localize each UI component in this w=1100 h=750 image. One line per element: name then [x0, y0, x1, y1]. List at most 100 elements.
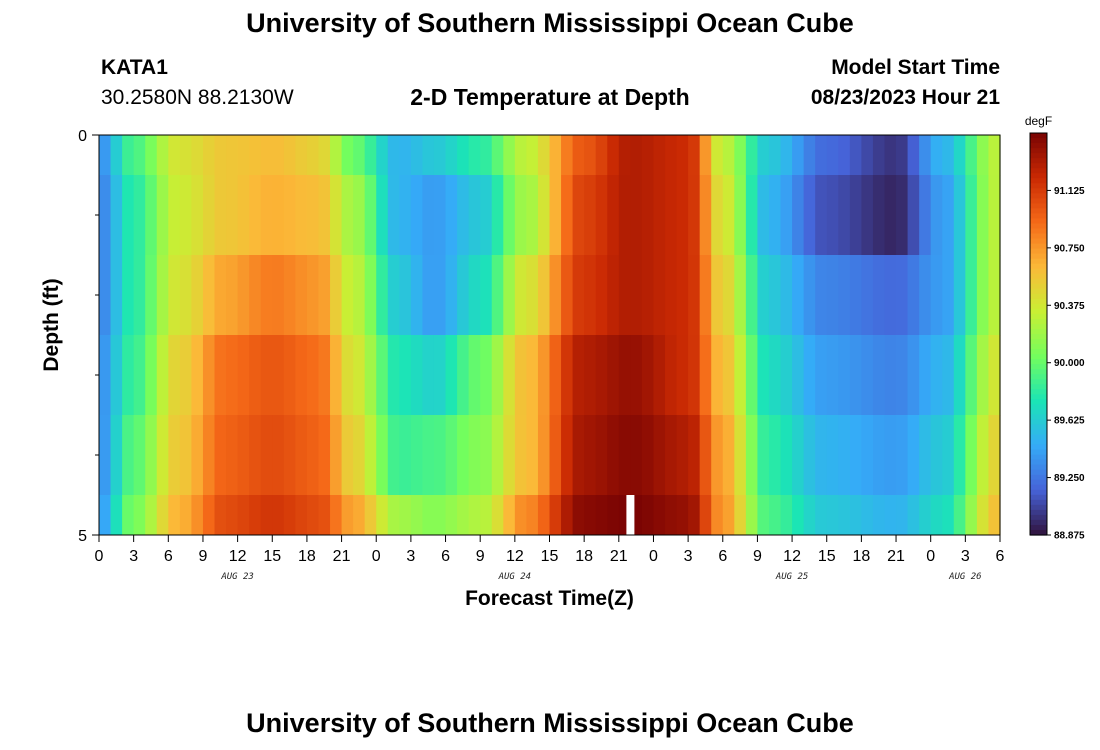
heatmap-cell: [318, 255, 331, 336]
x-tick-label: 12: [506, 548, 524, 565]
heatmap-cell: [803, 135, 816, 176]
heatmap-cell: [942, 415, 955, 496]
heatmap-cell: [514, 135, 527, 176]
heatmap-cell: [676, 495, 689, 536]
colorbar-segment: [1030, 253, 1047, 260]
heatmap-cell: [907, 135, 920, 176]
temperature-depth-chart: 0 3 6 9 12 15 18 21 0 3 6 9 12 15 18 21 0 3 6 9 12 15 18 21 0 3 6 A…: [40, 114, 1085, 610]
heatmap-cell: [272, 175, 285, 256]
heatmap-cell: [260, 175, 273, 256]
heatmap-cell: [711, 495, 724, 536]
heatmap-cell: [722, 335, 735, 416]
heatmap-cell: [780, 255, 793, 336]
heatmap-cell: [272, 495, 285, 536]
heatmap-cell: [861, 335, 874, 416]
colorbar-segment: [1030, 208, 1047, 215]
heatmap-cell: [688, 175, 701, 256]
date-label: AUG 24: [498, 572, 532, 582]
x-tick-label: 18: [575, 548, 593, 565]
heatmap-cell: [907, 175, 920, 256]
heatmap-cell: [665, 335, 678, 416]
heatmap-cell: [526, 415, 539, 496]
heatmap-cell: [826, 175, 839, 256]
heatmap-cell: [896, 135, 909, 176]
heatmap-cell: [99, 175, 112, 256]
colorbar-segment: [1030, 424, 1047, 431]
colorbar-segment: [1030, 394, 1047, 400]
heatmap-cell: [919, 255, 932, 336]
colorbar-segment: [1030, 293, 1047, 300]
heatmap-cell: [399, 495, 412, 536]
heatmap-cell: [364, 175, 377, 256]
colorbar-segment: [1030, 389, 1047, 395]
heatmap-cell: [122, 415, 135, 496]
heatmap-cell: [468, 175, 481, 256]
heatmap-cell: [676, 335, 689, 416]
colorbar-segment: [1030, 514, 1047, 521]
heatmap-cell: [861, 175, 874, 256]
heatmap-cell: [537, 175, 551, 256]
heatmap-cell: [330, 335, 343, 416]
colorbar-segment: [1030, 288, 1047, 295]
heatmap-cell: [283, 135, 296, 176]
heatmap-cell: [768, 495, 782, 536]
heatmap-cell: [734, 255, 747, 336]
colorbar-segment: [1030, 233, 1047, 240]
heatmap-cell: [191, 415, 204, 496]
x-tick-label: 21: [610, 548, 628, 565]
heatmap-cell: [988, 335, 1001, 416]
heatmap-cell: [226, 175, 239, 256]
heatmap-cell: [214, 335, 227, 416]
heatmap-cell: [976, 415, 990, 496]
x-tick-label: 6: [996, 548, 1005, 565]
heatmap-cell: [838, 175, 851, 256]
heatmap-cell: [99, 135, 112, 176]
heatmap-cell: [711, 255, 724, 336]
heatmap-cell: [919, 495, 932, 536]
x-tick-label: 15: [263, 548, 281, 565]
heatmap-cell: [272, 415, 285, 496]
heatmap-cell: [849, 495, 862, 536]
heatmap-cell: [202, 255, 216, 336]
heatmap-cell: [942, 255, 955, 336]
heatmap-cell: [572, 495, 585, 536]
heatmap-cell: [110, 495, 123, 536]
heatmap-cell: [526, 335, 539, 416]
heatmap-cell: [919, 415, 932, 496]
colorbar-segment: [1030, 379, 1047, 385]
heatmap-cell: [179, 175, 193, 256]
heatmap-cell: [722, 175, 735, 256]
colorbar-segment: [1030, 218, 1047, 225]
heatmap-cell: [202, 175, 216, 256]
heatmap-cell: [907, 255, 920, 336]
heatmap-cell: [699, 495, 712, 536]
heatmap-cell: [410, 415, 424, 496]
colorbar-segment: [1030, 349, 1047, 355]
heatmap-cell: [341, 255, 354, 336]
heatmap-cell: [561, 255, 574, 336]
heatmap-cell: [549, 495, 562, 536]
heatmap-cell: [249, 415, 262, 496]
heatmap-cell: [930, 135, 943, 176]
heatmap-cell: [665, 255, 678, 336]
bottom-page-title: University of Southern Mississippi Ocean…: [246, 708, 854, 738]
heatmap-cell: [896, 255, 909, 336]
heatmap-cell: [907, 495, 920, 536]
heatmap-cell: [410, 335, 424, 416]
colorbar-tick-label: 90.750: [1054, 243, 1085, 254]
heatmap-cell: [433, 175, 447, 256]
heatmap-cell: [422, 495, 435, 536]
heatmap-cell: [376, 255, 389, 336]
heatmap-cell: [468, 335, 481, 416]
heatmap-cell: [641, 175, 655, 256]
heatmap-cell: [641, 135, 655, 176]
heatmap-cell: [353, 135, 366, 176]
heatmap-cell: [826, 255, 839, 336]
heatmap-cell: [584, 135, 597, 176]
heatmap-cell: [688, 255, 701, 336]
heatmap-cell: [607, 415, 620, 496]
heatmap-cell: [503, 175, 516, 256]
heatmap-cell: [133, 335, 146, 416]
heatmap-cell: [734, 335, 747, 416]
heatmap-cell: [457, 495, 470, 536]
